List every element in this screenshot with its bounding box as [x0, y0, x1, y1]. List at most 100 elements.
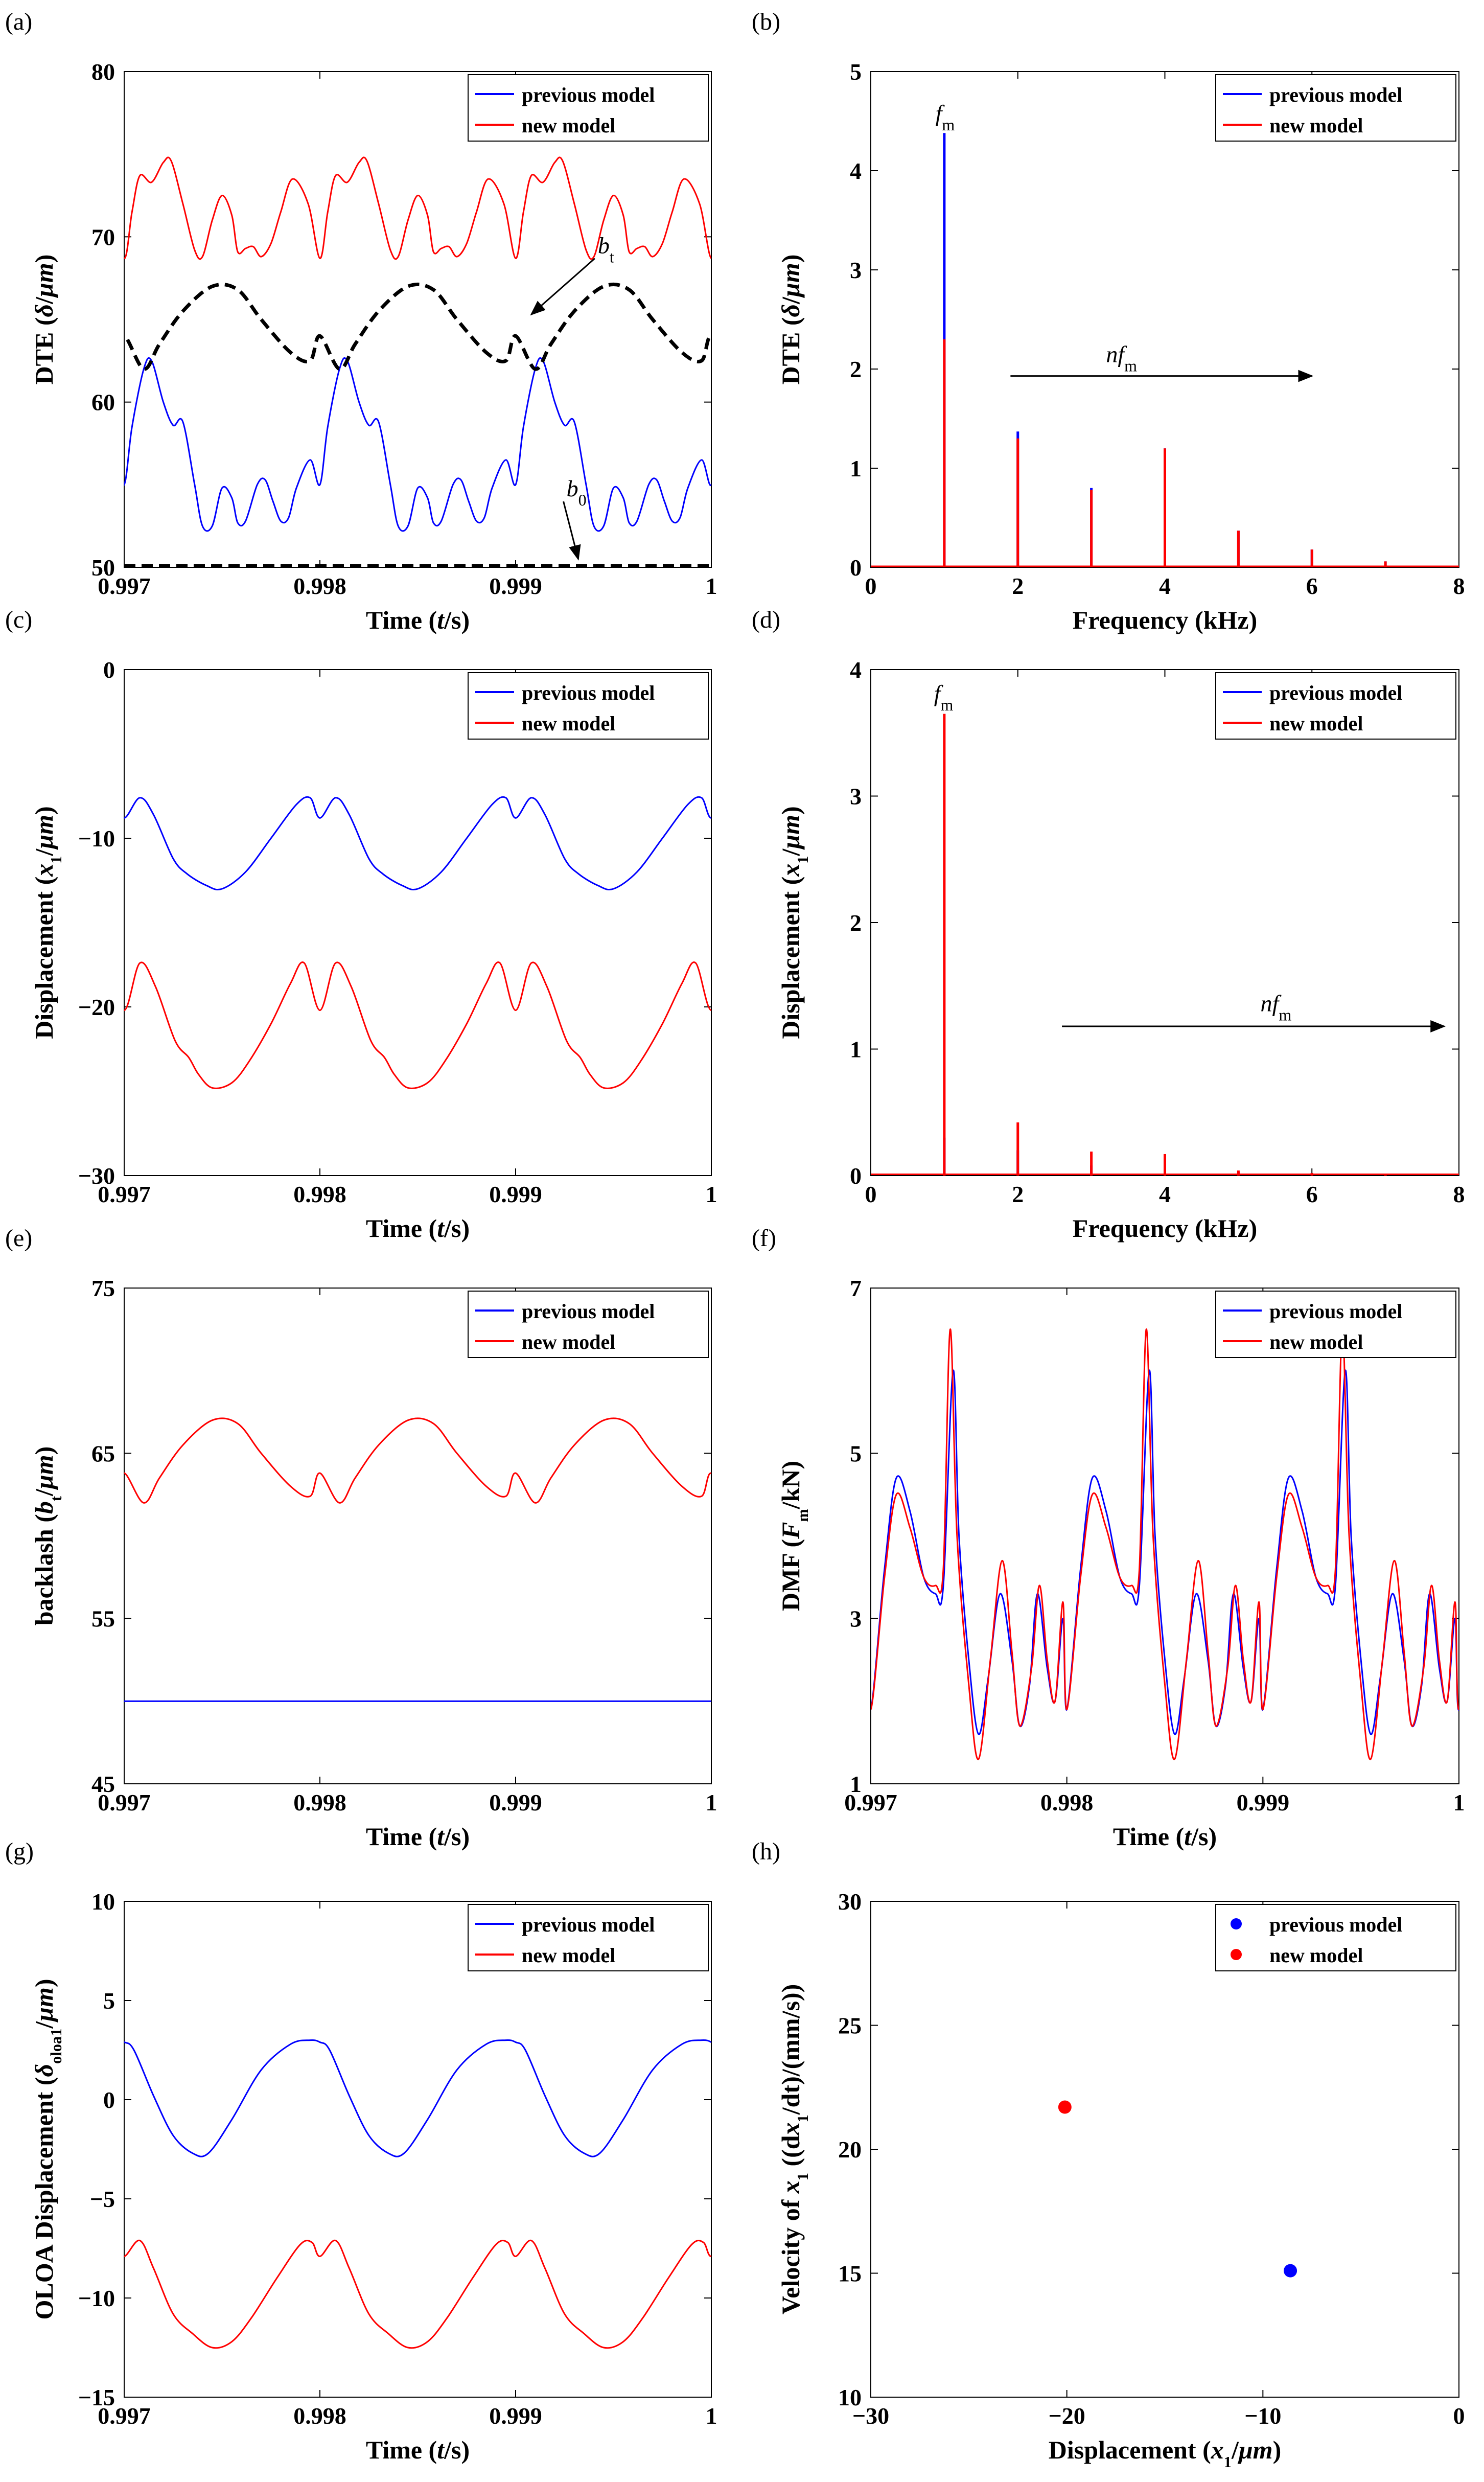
y-tick-label: −10	[78, 2285, 115, 2311]
annotation-label: bt	[598, 233, 614, 266]
y-tick-label: 5	[103, 1988, 115, 2014]
legend-label: previous model	[1269, 83, 1402, 106]
x-tick-label: 4	[1159, 1181, 1171, 1207]
y-tick-label: 10	[838, 2384, 862, 2410]
panel-label: (h)	[752, 1838, 780, 1865]
panel-label: (a)	[5, 8, 32, 35]
y-tick-label: 20	[838, 2136, 862, 2163]
legend-label: new model	[522, 712, 615, 735]
x-tick-label: 0.997	[98, 2403, 151, 2429]
plot-area	[124, 156, 711, 567]
chart-h: (h) −30 −20 −10 0 10 15 20 25 30 Displacement (x1/…	[752, 1838, 1465, 2471]
y-axis-label: DTE (δ/μm)	[776, 255, 805, 385]
panel-label: (c)	[5, 606, 32, 633]
x-tick-label: 0	[865, 573, 877, 599]
legend-label: new model	[1269, 1330, 1363, 1353]
series-previous-model-line	[124, 796, 711, 891]
y-axis-label: DTE (δ/μm)	[30, 255, 58, 385]
legend: previous model new model	[468, 74, 709, 142]
legend-label: new model	[522, 1330, 615, 1353]
y-tick-label: 30	[838, 1889, 862, 1915]
legend: previous model new model	[468, 1291, 709, 1358]
chart-f: (f) 0.997 0.998 0.999 1 1 3 5 7 Time (t/s) DMF (Fm…	[752, 1225, 1465, 1851]
legend-label: previous model	[522, 1300, 655, 1323]
y-tick-label: −5	[90, 2186, 115, 2212]
plot-area	[124, 796, 711, 1089]
axes-frame	[870, 669, 1459, 1176]
y-tick-label: 75	[91, 1275, 115, 1301]
y-tick-label: 5	[850, 1440, 862, 1466]
x-tick-label: −10	[1244, 2403, 1281, 2429]
x-tick-label: 8	[1453, 1181, 1465, 1207]
legend-marker	[1231, 1949, 1242, 1960]
y-tick-label: 0	[850, 555, 862, 581]
annotation-label: nfm	[1106, 341, 1137, 375]
x-axis-label: Frequency (kHz)	[1073, 1214, 1258, 1243]
x-axis-label: Displacement (x1/μm)	[1049, 2435, 1281, 2471]
y-tick-label: 80	[91, 59, 115, 85]
y-tick-label: 0	[850, 1163, 862, 1189]
legend-label: previous model	[1269, 1913, 1402, 1936]
x-tick-label: 0.999	[489, 2403, 542, 2429]
legend: previous model new model	[1215, 74, 1456, 142]
x-axis-label: Time (t/s)	[366, 1214, 470, 1243]
annotation: bt	[530, 233, 614, 316]
axes-frame	[124, 1901, 712, 2398]
x-tick-label: 0.998	[293, 1789, 346, 1815]
legend-label: previous model	[522, 83, 655, 106]
annotation: fm	[936, 100, 955, 134]
legend-label: new model	[522, 1944, 615, 1967]
y-tick-label: 1	[850, 1037, 862, 1063]
legend-box	[1215, 1291, 1456, 1358]
x-tick-label: 0.997	[98, 573, 151, 599]
series-new-model-point	[1058, 2100, 1072, 2114]
x-tick-label: 0	[865, 1181, 877, 1207]
legend-box	[468, 672, 709, 740]
legend-label: new model	[522, 114, 615, 137]
legend-box	[1215, 74, 1456, 142]
y-tick-label: −15	[78, 2384, 115, 2410]
y-tick-label: 0	[103, 2087, 115, 2113]
y-tick-label: 10	[91, 1889, 115, 1915]
series-previous-model-line	[871, 1369, 1459, 1735]
y-axis-label: backlash (bt/μm)	[30, 1446, 65, 1626]
x-tick-label: 0	[1453, 2403, 1465, 2429]
y-tick-label: 60	[91, 389, 115, 416]
annotation-label: fm	[934, 680, 954, 714]
y-tick-label: 3	[850, 257, 862, 283]
panel-label: (f)	[752, 1225, 776, 1252]
series-new-model-line	[124, 961, 711, 1089]
chart-c: (c) 0.997 0.998 0.999 1 −30 −20 −10 0 Time (t/s) D…	[5, 606, 717, 1243]
plot-area	[871, 1328, 1459, 1760]
annotation: nfm	[1062, 990, 1446, 1032]
legend-label: previous model	[1269, 1300, 1402, 1323]
axes-frame	[124, 71, 712, 568]
y-axis-label: DMF (Fm/kN)	[776, 1461, 811, 1611]
axes-frame	[870, 1288, 1459, 1784]
axes-frame	[870, 1901, 1459, 2398]
y-axis-label: Displacement (x1/μm)	[776, 806, 811, 1039]
x-tick-label: 1	[706, 573, 717, 599]
annotation-label: fm	[936, 100, 955, 134]
y-tick-label: 1	[850, 1771, 862, 1797]
series-new-model-line	[124, 2239, 711, 2349]
plot-area	[124, 1417, 711, 1702]
annotation-label: b0	[567, 475, 587, 509]
y-tick-label: 25	[838, 2013, 862, 2039]
series-b-t-line	[124, 282, 711, 371]
y-tick-label: 3	[850, 784, 862, 810]
legend: previous model new model	[468, 1904, 709, 1971]
x-tick-label: 0.997	[98, 1181, 151, 1207]
y-tick-label: 3	[850, 1606, 862, 1632]
y-tick-label: 70	[91, 224, 115, 250]
x-tick-label: 0.999	[1237, 1789, 1290, 1815]
x-tick-label: 0.999	[489, 1181, 542, 1207]
legend-marker	[1231, 1918, 1242, 1929]
legend-box	[468, 74, 709, 142]
plot-area	[871, 714, 1459, 1176]
panel-label: (b)	[752, 8, 780, 35]
y-tick-label: 7	[850, 1275, 862, 1301]
x-tick-label: 1	[1453, 1789, 1465, 1815]
y-tick-label: 2	[850, 910, 862, 936]
